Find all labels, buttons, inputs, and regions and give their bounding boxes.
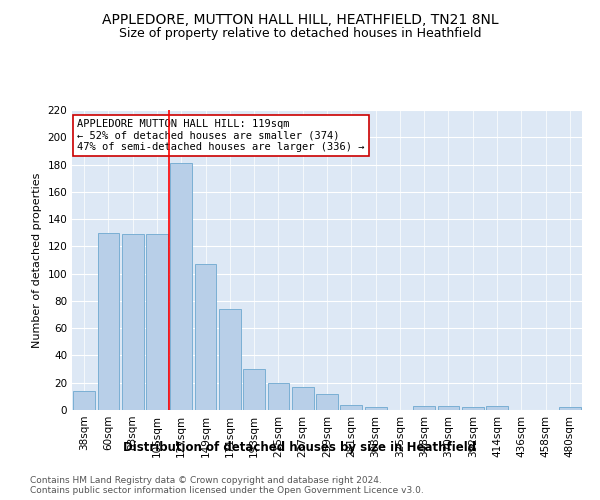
Bar	[365, 408, 386, 410]
Bar	[243, 369, 265, 410]
Bar	[437, 406, 460, 410]
Bar	[73, 391, 95, 410]
Bar	[170, 163, 192, 410]
Bar	[340, 404, 362, 410]
Text: Contains HM Land Registry data © Crown copyright and database right 2024.
Contai: Contains HM Land Registry data © Crown c…	[30, 476, 424, 495]
Bar	[316, 394, 338, 410]
Bar	[413, 406, 435, 410]
Bar	[462, 408, 484, 410]
Text: Size of property relative to detached houses in Heathfield: Size of property relative to detached ho…	[119, 28, 481, 40]
Bar	[292, 387, 314, 410]
Bar	[486, 406, 508, 410]
Bar	[219, 309, 241, 410]
Bar	[559, 408, 581, 410]
Text: APPLEDORE, MUTTON HALL HILL, HEATHFIELD, TN21 8NL: APPLEDORE, MUTTON HALL HILL, HEATHFIELD,…	[101, 12, 499, 26]
Bar	[194, 264, 217, 410]
Bar	[146, 234, 168, 410]
Text: Distribution of detached houses by size in Heathfield: Distribution of detached houses by size …	[124, 441, 476, 454]
Y-axis label: Number of detached properties: Number of detached properties	[32, 172, 42, 348]
Bar	[268, 382, 289, 410]
Text: APPLEDORE MUTTON HALL HILL: 119sqm
← 52% of detached houses are smaller (374)
47: APPLEDORE MUTTON HALL HILL: 119sqm ← 52%…	[77, 119, 365, 152]
Bar	[122, 234, 143, 410]
Bar	[97, 232, 119, 410]
